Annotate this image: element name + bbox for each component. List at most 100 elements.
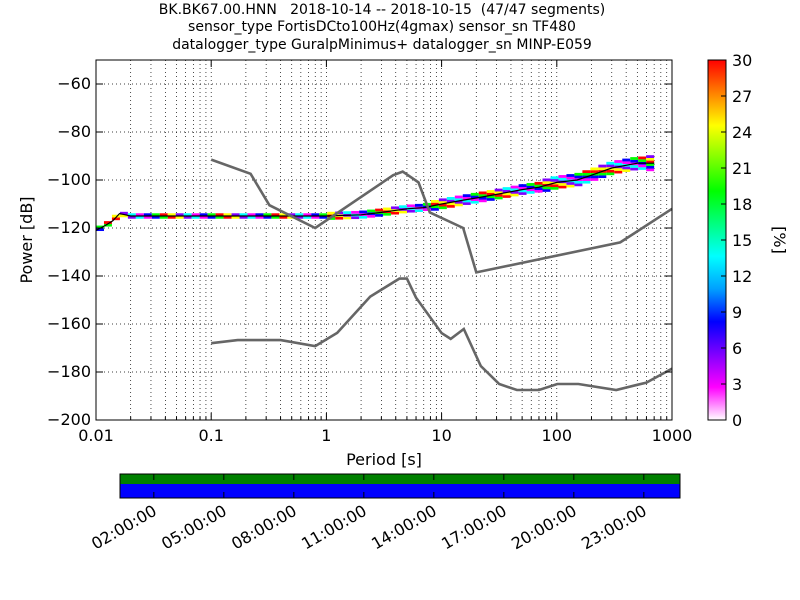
time-tick-label: 17:00:00	[438, 501, 510, 553]
density-cell	[550, 184, 559, 188]
y-tick-label: −180	[47, 362, 91, 381]
density-cell	[295, 213, 304, 217]
density-cell	[646, 168, 655, 172]
density-cell	[614, 168, 623, 171]
density-cell	[574, 183, 583, 187]
density-cell	[103, 223, 112, 227]
density-cell	[558, 175, 567, 178]
density-cell	[526, 185, 535, 189]
density-cell	[327, 211, 336, 215]
density-cell	[406, 209, 415, 213]
density-cell	[550, 178, 559, 182]
density-cell	[271, 215, 280, 219]
x-tick-label: 0.01	[78, 426, 114, 445]
x-tick-label: 1	[321, 426, 331, 445]
density-cell	[638, 156, 647, 160]
y-tick-label: −80	[57, 122, 91, 141]
density-cell	[574, 180, 583, 184]
density-cell	[534, 181, 543, 185]
density-cell	[430, 202, 439, 206]
x-axis-label: Period [s]	[346, 450, 422, 469]
y-tick-label: −140	[47, 266, 91, 285]
density-cell	[518, 192, 527, 195]
density-cell	[422, 208, 431, 212]
density-cell	[646, 155, 655, 158]
density-cell	[446, 197, 455, 200]
density-cell	[502, 192, 511, 196]
density-cell	[470, 200, 479, 204]
density-cell	[598, 167, 607, 171]
density-cell	[239, 213, 248, 217]
density-cell	[518, 184, 527, 187]
density-cell	[478, 191, 487, 195]
density-cell	[127, 213, 136, 217]
colorbar-tick-label: 15	[732, 231, 752, 250]
density-cell	[638, 159, 647, 162]
density-cell	[574, 175, 583, 179]
density-cell	[526, 188, 535, 192]
density-cell	[391, 211, 399, 215]
density-cell	[454, 195, 463, 199]
density-cell	[518, 186, 527, 190]
y-tick-label: −60	[57, 74, 91, 93]
density-cell	[550, 176, 559, 180]
density-cell	[383, 207, 392, 211]
density-cell	[526, 190, 535, 194]
density-cell	[199, 213, 208, 217]
x-tick-label: 1000	[652, 426, 693, 445]
density-cell	[191, 213, 200, 217]
density-cell	[335, 216, 344, 220]
density-cell	[462, 196, 471, 200]
density-cell	[199, 215, 208, 219]
density-cell	[239, 215, 248, 219]
density-cell	[510, 188, 519, 192]
density-cell	[446, 202, 455, 206]
density-cell	[582, 180, 591, 184]
high-noise-model-line	[210, 158, 673, 274]
density-cell	[263, 213, 272, 217]
density-cell	[478, 196, 487, 200]
density-cell	[606, 169, 615, 173]
density-cell	[510, 193, 519, 197]
density-cell	[247, 215, 256, 219]
density-cell	[646, 165, 655, 169]
density-cell	[470, 198, 479, 201]
density-cell	[279, 213, 288, 217]
density-cell	[614, 162, 623, 166]
density-cell	[550, 186, 559, 190]
density-cell	[175, 213, 184, 217]
density-cell	[606, 161, 615, 165]
time-tick-label: 08:00:00	[228, 501, 300, 553]
density-cell	[478, 199, 487, 203]
density-cell	[167, 213, 176, 217]
density-cell	[279, 215, 288, 219]
density-cell	[103, 221, 112, 224]
density-cell	[446, 204, 455, 208]
density-cell	[438, 198, 447, 202]
density-cell	[143, 213, 152, 217]
colorbar-tick-label: 21	[732, 159, 752, 178]
density-cell	[534, 189, 543, 193]
density-cell	[430, 205, 439, 209]
density-cell	[630, 167, 639, 171]
density-cell	[542, 186, 551, 190]
density-cell	[247, 213, 256, 217]
density-cell	[96, 225, 104, 229]
density-cell	[526, 183, 535, 186]
y-tick-label: −160	[47, 314, 91, 333]
y-tick-label: −100	[47, 170, 91, 189]
density-cell	[598, 175, 607, 179]
low-noise-model-line	[211, 277, 673, 392]
time-tick-label: 23:00:00	[578, 501, 650, 553]
density-cell	[542, 181, 551, 184]
density-cell	[215, 215, 224, 219]
density-cell	[135, 215, 144, 219]
density-cell	[398, 210, 407, 214]
y-tick-label: −120	[47, 218, 91, 237]
density-cell	[606, 172, 615, 176]
density-cell	[359, 210, 368, 214]
density-cell	[375, 208, 384, 212]
density-cell	[119, 211, 128, 215]
density-cell	[303, 213, 312, 217]
colorbar-tick-label: 24	[732, 123, 752, 142]
